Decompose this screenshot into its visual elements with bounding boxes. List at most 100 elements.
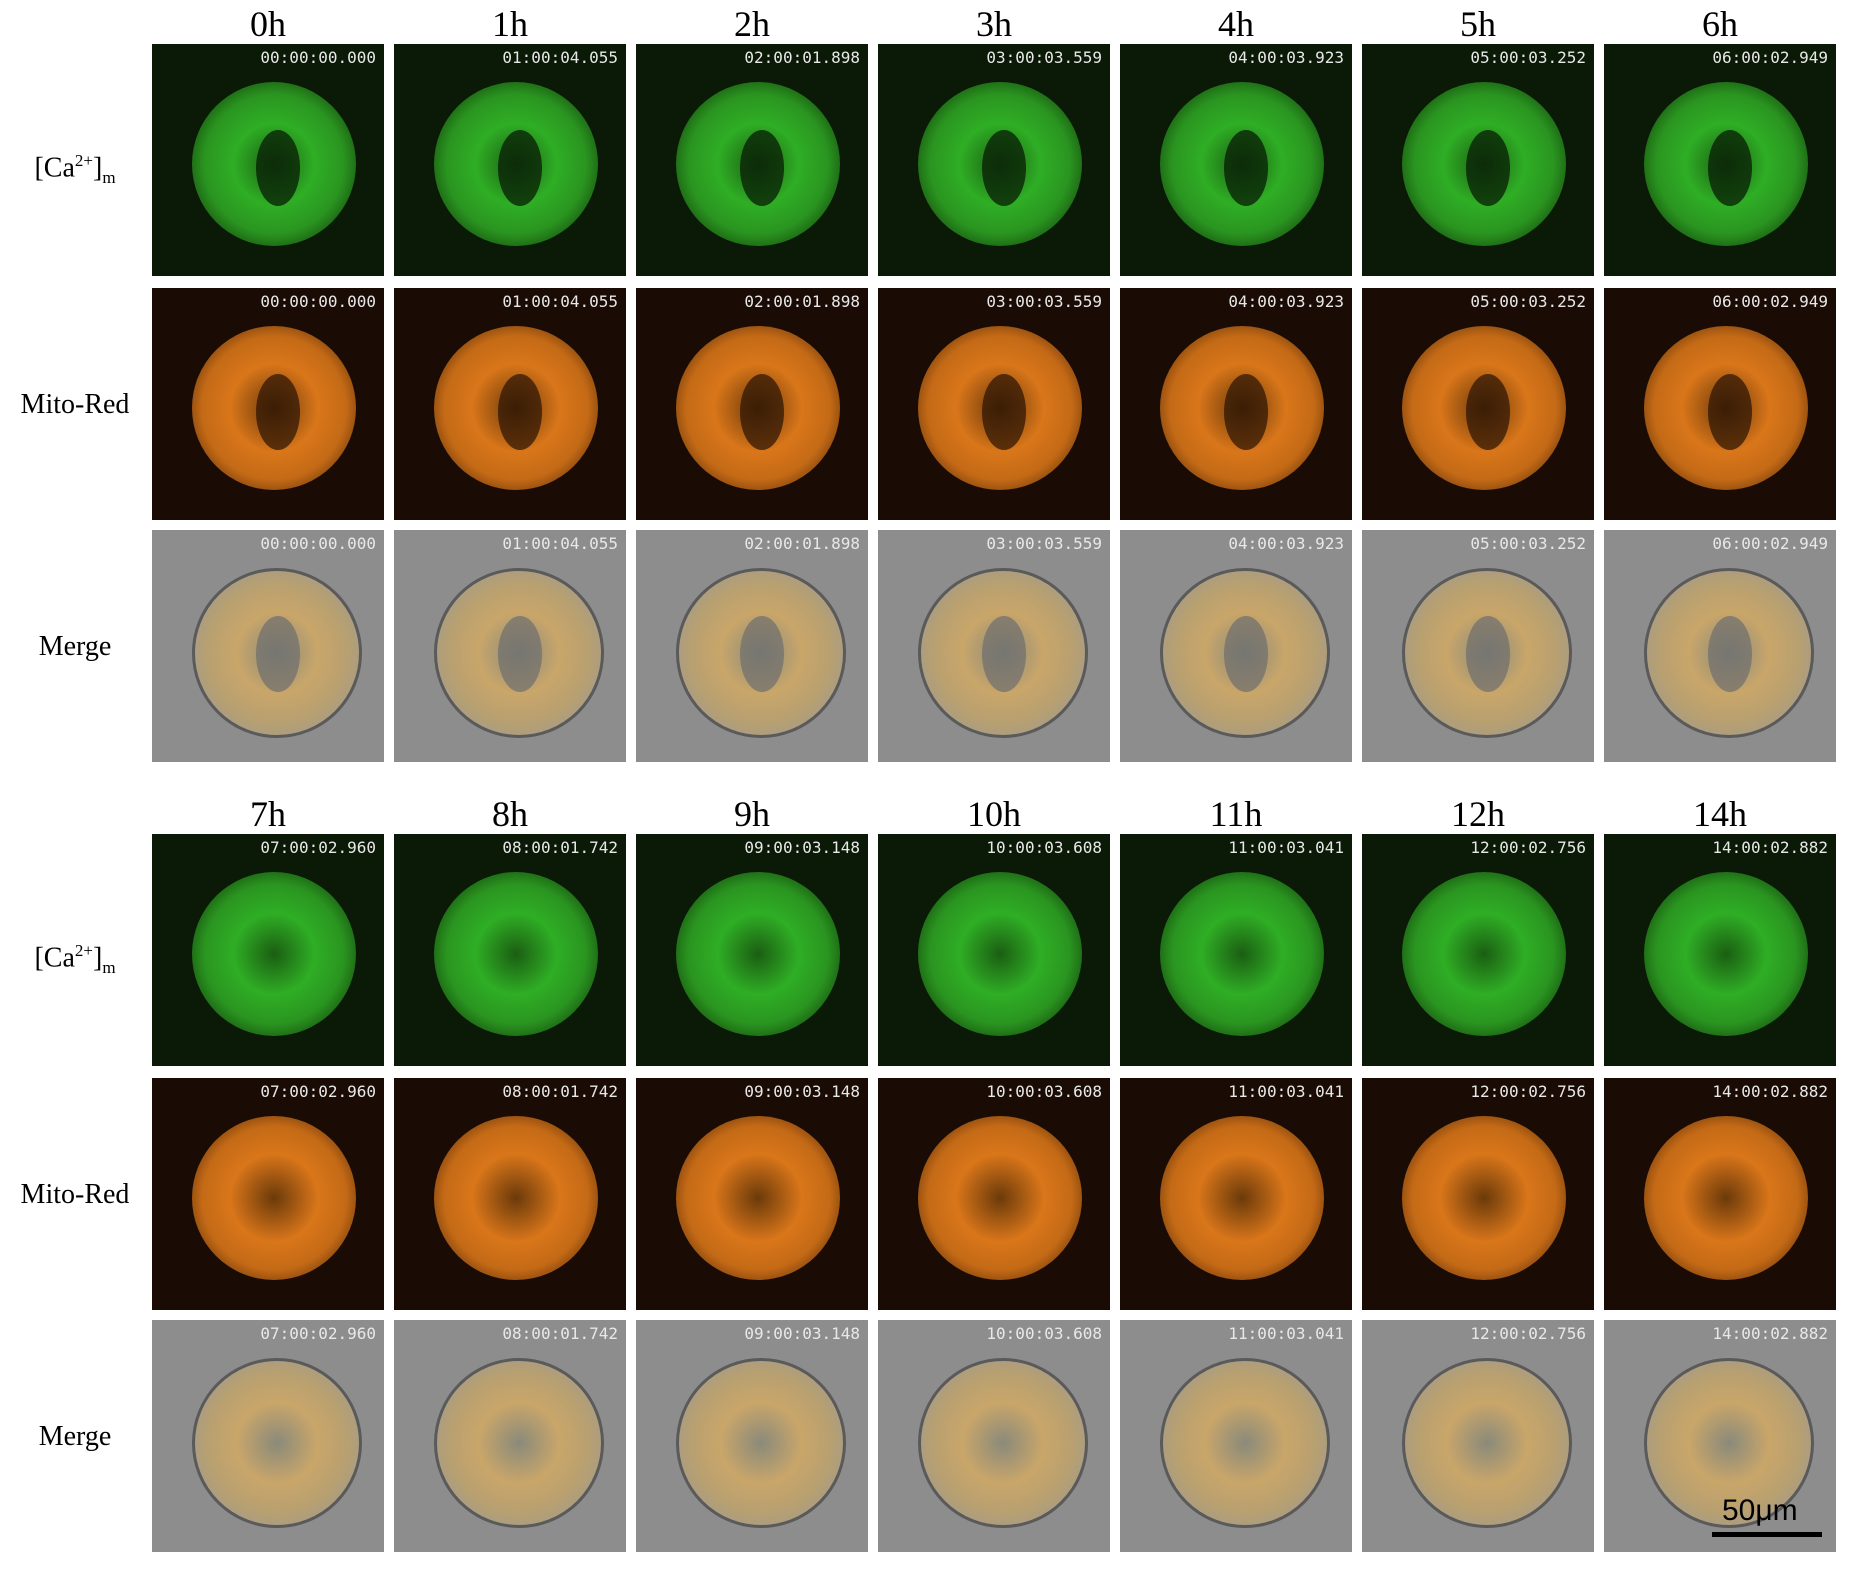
mito-red-image: 14:00:02.882 xyxy=(1604,1078,1836,1310)
timestamp: 07:00:02.960 xyxy=(260,1082,376,1101)
mito-red-row-label: Mito-Red xyxy=(20,1179,130,1210)
nucleus-shape xyxy=(1224,374,1268,450)
nucleus-shape xyxy=(498,130,542,206)
nucleus-shape xyxy=(982,130,1026,206)
merge-image: 03:00:03.559 xyxy=(878,530,1110,762)
nucleus-shape xyxy=(1466,374,1510,450)
nucleus-shape xyxy=(1708,130,1752,206)
time-label: 5h xyxy=(1460,4,1496,44)
time-label: 9h xyxy=(734,794,770,834)
timestamp: 04:00:03.923 xyxy=(1228,534,1344,553)
calcium-image: 14:00:02.882 xyxy=(1604,834,1836,1066)
timestamp: 00:00:00.000 xyxy=(260,48,376,67)
merge-image: 02:00:01.898 xyxy=(636,530,868,762)
mito-red-image: 08:00:01.742 xyxy=(394,1078,626,1310)
mito-red-image: 06:00:02.949 xyxy=(1604,288,1836,520)
timestamp: 02:00:01.898 xyxy=(744,292,860,311)
scale-bar-label: 50μm xyxy=(1722,1494,1798,1527)
timestamp: 03:00:03.559 xyxy=(986,292,1102,311)
mito-red-image: 07:00:02.960 xyxy=(152,1078,384,1310)
cell-shape xyxy=(676,1116,840,1280)
merge-row-label: Merge xyxy=(38,631,112,662)
timestamp: 11:00:03.041 xyxy=(1228,1082,1344,1101)
time-label: 3h xyxy=(976,4,1012,44)
cell-shape xyxy=(192,1116,356,1280)
time-label: 2h xyxy=(734,4,770,44)
timestamp: 10:00:03.608 xyxy=(986,838,1102,857)
time-label: 7h xyxy=(250,794,286,834)
timestamp: 02:00:01.898 xyxy=(744,534,860,553)
timestamp: 10:00:03.608 xyxy=(986,1082,1102,1101)
timestamp: 07:00:02.960 xyxy=(260,1324,376,1343)
cell-shape xyxy=(434,1116,598,1280)
calcium-label-charge: 2+ xyxy=(74,941,93,960)
nucleus-shape xyxy=(256,130,300,206)
mito-red-image: 03:00:03.559 xyxy=(878,288,1110,520)
nucleus-shape xyxy=(740,130,784,206)
calcium-image: 02:00:01.898 xyxy=(636,44,868,276)
mito-red-image: 09:00:03.148 xyxy=(636,1078,868,1310)
calcium-row-label: [Ca2+]m xyxy=(0,144,150,195)
timestamp: 04:00:03.923 xyxy=(1228,48,1344,67)
time-label: 14h xyxy=(1693,794,1747,834)
merge-image: 00:00:00.000 xyxy=(152,530,384,762)
timestamp: 06:00:02.949 xyxy=(1712,292,1828,311)
timestamp: 11:00:03.041 xyxy=(1228,838,1344,857)
timestamp: 01:00:04.055 xyxy=(502,292,618,311)
cell-shape xyxy=(434,1358,604,1528)
timestamp: 14:00:02.882 xyxy=(1712,838,1828,857)
calcium-label-subscript: m xyxy=(102,957,116,977)
calcium-label-charge: 2+ xyxy=(74,151,93,170)
panel-block-2: 7h 8h 9h 10h 11h 12h 14h [Ca2+]m 07:00:02.960 08:… xyxy=(0,790,1850,1582)
timestamp: 11:00:03.041 xyxy=(1228,1324,1344,1343)
time-label: 0h xyxy=(250,4,286,44)
time-label: 1h xyxy=(492,4,528,44)
timestamp: 09:00:03.148 xyxy=(744,1324,860,1343)
merge-image: 06:00:02.949 xyxy=(1604,530,1836,762)
calcium-row-label: [Ca2+]m xyxy=(0,934,150,985)
mito-red-image: 02:00:01.898 xyxy=(636,288,868,520)
cell-shape xyxy=(918,872,1082,1036)
time-label: 11h xyxy=(1209,794,1263,834)
calcium-image: 07:00:02.960 xyxy=(152,834,384,1066)
time-label: 12h xyxy=(1451,794,1505,834)
timestamp: 08:00:01.742 xyxy=(502,1324,618,1343)
calcium-label-bracket: ] xyxy=(92,942,103,974)
merge-image: 12:00:02.756 xyxy=(1362,1320,1594,1552)
nucleus-shape xyxy=(740,616,784,692)
nucleus-shape xyxy=(1224,130,1268,206)
timestamp: 05:00:03.252 xyxy=(1470,534,1586,553)
timestamp: 05:00:03.252 xyxy=(1470,292,1586,311)
cell-shape xyxy=(676,1358,846,1528)
calcium-label-subscript: m xyxy=(102,167,116,187)
timestamp: 08:00:01.742 xyxy=(502,1082,618,1101)
mito-red-image: 00:00:00.000 xyxy=(152,288,384,520)
timestamp: 06:00:02.949 xyxy=(1712,48,1828,67)
merge-image: 07:00:02.960 xyxy=(152,1320,384,1552)
nucleus-shape xyxy=(256,616,300,692)
panel-block-1: 0h 1h 2h 3h 4h 5h 6h [Ca2+]m 00:00:00.000 01:00:0… xyxy=(0,0,1850,780)
nucleus-shape xyxy=(982,616,1026,692)
merge-image: 08:00:01.742 xyxy=(394,1320,626,1552)
cell-shape xyxy=(918,1358,1088,1528)
calcium-label-bracket: ] xyxy=(92,152,103,184)
calcium-image: 09:00:03.148 xyxy=(636,834,868,1066)
mito-red-image: 12:00:02.756 xyxy=(1362,1078,1594,1310)
calcium-image: 00:00:00.000 xyxy=(152,44,384,276)
merge-image: 09:00:03.148 xyxy=(636,1320,868,1552)
nucleus-shape xyxy=(498,374,542,450)
cell-shape xyxy=(434,872,598,1036)
mito-red-image: 01:00:04.055 xyxy=(394,288,626,520)
merge-image: 05:00:03.252 xyxy=(1362,530,1594,762)
nucleus-shape xyxy=(1224,616,1268,692)
merge-image: 01:00:04.055 xyxy=(394,530,626,762)
nucleus-shape xyxy=(1466,616,1510,692)
calcium-image: 05:00:03.252 xyxy=(1362,44,1594,276)
mito-red-image: 04:00:03.923 xyxy=(1120,288,1352,520)
timestamp: 08:00:01.742 xyxy=(502,838,618,857)
nucleus-shape xyxy=(256,374,300,450)
timestamp: 01:00:04.055 xyxy=(502,534,618,553)
calcium-label-base: [Ca xyxy=(34,942,75,974)
timestamp: 03:00:03.559 xyxy=(986,48,1102,67)
cell-shape xyxy=(1160,872,1324,1036)
